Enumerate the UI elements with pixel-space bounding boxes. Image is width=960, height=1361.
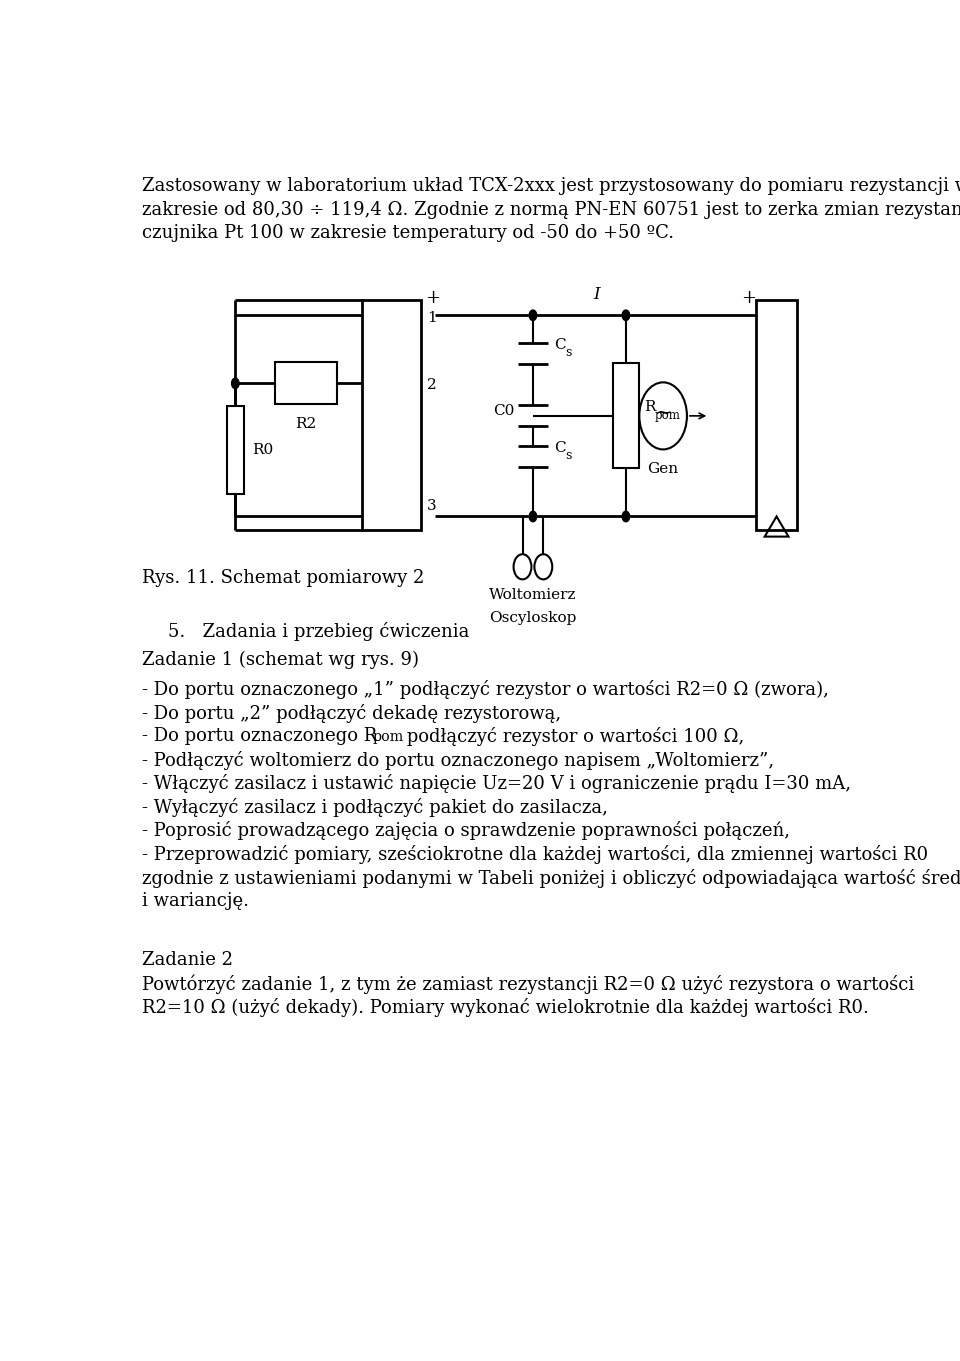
- Text: Zastosowany w laboratorium układ TCX-2xxx jest przystosowany do pomiaru rezystan: Zastosowany w laboratorium układ TCX-2xx…: [142, 177, 960, 195]
- Text: - Poprosić prowadzącego zajęcia o sprawdzenie poprawności połączeń,: - Poprosić prowadzącego zajęcia o sprawd…: [142, 822, 790, 841]
- Bar: [756, 299, 797, 531]
- Text: R2=10 Ω (użyć dekady). Pomiary wykonać wielokrotnie dla każdej wartości R0.: R2=10 Ω (użyć dekady). Pomiary wykonać w…: [142, 998, 869, 1017]
- Text: Gen: Gen: [648, 461, 679, 476]
- Text: C: C: [554, 338, 565, 352]
- Text: ~: ~: [655, 404, 672, 423]
- Circle shape: [529, 512, 537, 521]
- Text: Powtórzyć zadanie 1, z tym że zamiast rezystancji R2=0 Ω użyć rezystora o wartoś: Powtórzyć zadanie 1, z tym że zamiast re…: [142, 974, 915, 995]
- Text: - Do portu oznaczonego R: - Do portu oznaczonego R: [142, 727, 377, 744]
- Text: C: C: [554, 441, 565, 455]
- Bar: [228, 406, 244, 494]
- Text: +: +: [425, 289, 440, 306]
- Text: s: s: [564, 449, 571, 461]
- Text: +: +: [741, 289, 756, 306]
- Bar: [275, 362, 337, 404]
- Text: 3: 3: [427, 499, 437, 513]
- Text: i wariancję.: i wariancję.: [142, 893, 250, 911]
- Text: Zadanie 2: Zadanie 2: [142, 951, 233, 969]
- Text: czujnika Pt 100 w zakresie temperatury od -50 do +50 ºC.: czujnika Pt 100 w zakresie temperatury o…: [142, 225, 675, 242]
- Text: - Do portu „2” podłączyć dekadę rezystorową,: - Do portu „2” podłączyć dekadę rezystor…: [142, 704, 562, 723]
- Circle shape: [529, 310, 537, 321]
- Text: 2: 2: [427, 378, 437, 392]
- Text: R2: R2: [296, 416, 317, 431]
- Text: R0: R0: [252, 442, 274, 457]
- Text: zakresie od 80,30 ÷ 119,4 Ω. Zgodnie z normą PN-EN 60751 jest to zerka zmian rez: zakresie od 80,30 ÷ 119,4 Ω. Zgodnie z n…: [142, 200, 960, 219]
- Text: T
C
X
-
2
x
x
x: T C X - 2 x x x: [386, 344, 397, 475]
- Text: - Przeprowadzić pomiary, sześciokrotne dla każdej wartości, dla zmiennej wartośc: - Przeprowadzić pomiary, sześciokrotne d…: [142, 845, 928, 864]
- Text: s: s: [564, 346, 571, 359]
- Text: pom: pom: [655, 410, 681, 422]
- Text: Z
A
S
I
L
A
C
Z: Z A S I L A C Z: [771, 350, 782, 480]
- Circle shape: [231, 378, 239, 389]
- Text: - Włączyć zasilacz i ustawić napięcie Uz=20 V i ograniczenie prądu I=30 mA,: - Włączyć zasilacz i ustawić napięcie Uz…: [142, 774, 852, 793]
- Circle shape: [622, 512, 630, 521]
- Text: C0: C0: [492, 404, 515, 418]
- Text: 1: 1: [427, 312, 437, 325]
- Text: - Wyłączyć zasilacz i podłączyć pakiet do zasilacza,: - Wyłączyć zasilacz i podłączyć pakiet d…: [142, 798, 609, 817]
- Bar: [362, 299, 421, 531]
- Text: - Podłączyć woltomierz do portu oznaczonego napisem „Woltomierz”,: - Podłączyć woltomierz do portu oznaczon…: [142, 751, 775, 770]
- Text: Zadanie 1 (schemat wg rys. 9): Zadanie 1 (schemat wg rys. 9): [142, 651, 420, 668]
- Circle shape: [622, 310, 630, 321]
- Text: pom: pom: [372, 731, 404, 744]
- Text: R: R: [644, 400, 656, 415]
- Text: I: I: [593, 286, 599, 302]
- Text: podłączyć rezystor o wartości 100 Ω,: podłączyć rezystor o wartości 100 Ω,: [401, 727, 745, 746]
- Text: 5.   Zadania i przebieg ćwiczenia: 5. Zadania i przebieg ćwiczenia: [168, 622, 469, 641]
- Text: - Do portu oznaczonego „1” podłączyć rezystor o wartości R2=0 Ω (zwora),: - Do portu oznaczonego „1” podłączyć rez…: [142, 680, 829, 700]
- Text: zgodnie z ustawieniami podanymi w Tabeli poniżej i obliczyć odpowiadająca wartoś: zgodnie z ustawieniami podanymi w Tabeli…: [142, 868, 960, 887]
- Text: Oscyloskop: Oscyloskop: [490, 611, 577, 625]
- Text: Woltomierz: Woltomierz: [490, 588, 577, 602]
- Bar: [613, 363, 638, 468]
- Text: Rys. 11. Schemat pomiarowy 2: Rys. 11. Schemat pomiarowy 2: [142, 569, 424, 587]
